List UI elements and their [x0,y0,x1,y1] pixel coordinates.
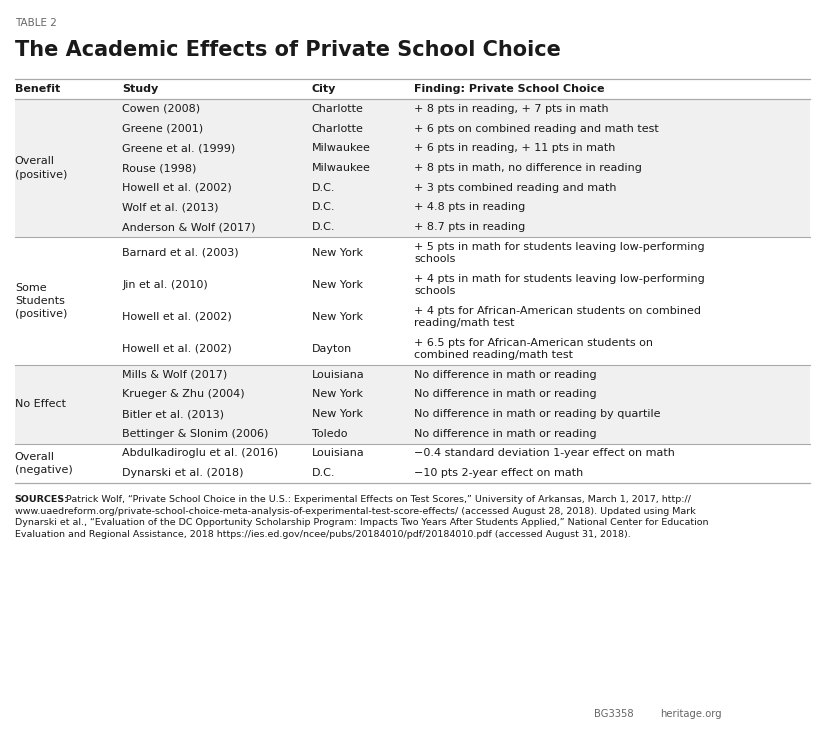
Text: Howell et al. (2002): Howell et al. (2002) [122,312,232,322]
Bar [15,444,810,483]
Text: The Academic Effects of Private School Choice: The Academic Effects of Private School C… [15,40,561,60]
Bar [15,237,810,365]
Text: Charlotte: Charlotte [312,104,364,114]
Text: No difference in math or reading: No difference in math or reading [414,390,596,399]
Text: + 4 pts for African-American students on combined: + 4 pts for African-American students on… [414,306,701,316]
Text: Dayton: Dayton [312,344,352,354]
Text: + 6.5 pts for African-American students on: + 6.5 pts for African-American students … [414,338,653,348]
Text: D.C.: D.C. [312,468,335,478]
Text: + 4 pts in math for students leaving low-performing: + 4 pts in math for students leaving low… [414,274,705,284]
Text: No difference in math or reading: No difference in math or reading [414,370,596,380]
Text: Jin et al. (2010): Jin et al. (2010) [122,280,208,290]
Bar [15,365,810,444]
Text: Milwaukee: Milwaukee [312,163,370,173]
Text: Some
Students
(positive): Some Students (positive) [15,283,67,319]
Text: combined reading/math test: combined reading/math test [414,350,573,359]
Text: Howell et al. (2002): Howell et al. (2002) [122,344,232,354]
Text: Anderson & Wolf (2017): Anderson & Wolf (2017) [122,222,256,232]
Text: reading/math test: reading/math test [414,318,515,328]
Text: D.C.: D.C. [312,183,335,193]
Text: Krueger & Zhu (2004): Krueger & Zhu (2004) [122,390,245,399]
Text: New York: New York [312,280,363,290]
Text: Greene (2001): Greene (2001) [122,123,203,134]
Text: Cowen (2008): Cowen (2008) [122,104,200,114]
Text: Overall
(negative): Overall (negative) [15,452,73,475]
Text: Charlotte: Charlotte [312,123,364,134]
Text: Greene et al. (1999): Greene et al. (1999) [122,143,235,154]
Text: Milwaukee: Milwaukee [312,143,370,154]
Text: + 4.8 pts in reading: + 4.8 pts in reading [414,202,526,212]
Bar [15,99,810,237]
Text: SOURCES:: SOURCES: [15,495,68,503]
Text: −0.4 standard deviation 1-year effect on math: −0.4 standard deviation 1-year effect on… [414,448,675,459]
Text: Bitler et al. (2013): Bitler et al. (2013) [122,409,224,419]
Text: Finding: Private School Choice: Finding: Private School Choice [414,85,605,94]
Text: No difference in math or reading by quartile: No difference in math or reading by quar… [414,409,661,419]
Text: schools: schools [414,254,455,264]
Text: No difference in math or reading: No difference in math or reading [414,429,596,439]
Text: Barnard et al. (2003): Barnard et al. (2003) [122,248,238,258]
Text: + 5 pts in math for students leaving low-performing: + 5 pts in math for students leaving low… [414,243,705,252]
Text: + 8 pts in math, no difference in reading: + 8 pts in math, no difference in readin… [414,163,642,173]
Text: D.C.: D.C. [312,222,335,232]
Text: Study: Study [122,85,158,94]
Text: Mills & Wolf (2017): Mills & Wolf (2017) [122,370,228,380]
Text: heritage.org: heritage.org [660,709,722,719]
Text: Patrick Wolf, “Private School Choice in the U.S.: Experimental Effects on Test S: Patrick Wolf, “Private School Choice in … [66,495,691,503]
Text: Evaluation and Regional Assistance, 2018 https://ies.ed.gov/ncee/pubs/20184010/p: Evaluation and Regional Assistance, 2018… [15,530,630,539]
Text: Dynarski et al. (2018): Dynarski et al. (2018) [122,468,243,478]
Text: + 8.7 pts in reading: + 8.7 pts in reading [414,222,526,232]
Text: D.C.: D.C. [312,202,335,212]
Text: BG3358: BG3358 [594,709,634,719]
Text: schools: schools [414,286,455,295]
Text: Louisiana: Louisiana [312,448,365,459]
Text: Bettinger & Slonim (2006): Bettinger & Slonim (2006) [122,429,268,439]
Text: + 8 pts in reading, + 7 pts in math: + 8 pts in reading, + 7 pts in math [414,104,609,114]
Text: TABLE 2: TABLE 2 [15,18,57,29]
Text: Howell et al. (2002): Howell et al. (2002) [122,183,232,193]
Text: + 3 pts combined reading and math: + 3 pts combined reading and math [414,183,616,193]
Text: + 6 pts in reading, + 11 pts in math: + 6 pts in reading, + 11 pts in math [414,143,615,154]
Text: www.uaedreform.org/private-school-choice-meta-analysis-of-experimental-test-scor: www.uaedreform.org/private-school-choice… [15,506,695,515]
Text: Toledo: Toledo [312,429,347,439]
Text: New York: New York [312,248,363,258]
Text: City: City [312,85,337,94]
Text: Louisiana: Louisiana [312,370,365,380]
Text: New York: New York [312,409,363,419]
Text: New York: New York [312,312,363,322]
Text: New York: New York [312,390,363,399]
Text: + 6 pts on combined reading and math test: + 6 pts on combined reading and math tes… [414,123,659,134]
Text: Rouse (1998): Rouse (1998) [122,163,196,173]
Text: −10 pts 2-year effect on math: −10 pts 2-year effect on math [414,468,583,478]
Text: Wolf et al. (2013): Wolf et al. (2013) [122,202,219,212]
Text: Abdulkadiroglu et al. (2016): Abdulkadiroglu et al. (2016) [122,448,278,459]
Text: No Effect: No Effect [15,399,66,409]
Text: Benefit: Benefit [15,85,60,94]
Text: Dynarski et al., “Evaluation of the DC Opportunity Scholarship Program: Impacts : Dynarski et al., “Evaluation of the DC O… [15,518,709,527]
Text: Overall
(positive): Overall (positive) [15,157,67,179]
